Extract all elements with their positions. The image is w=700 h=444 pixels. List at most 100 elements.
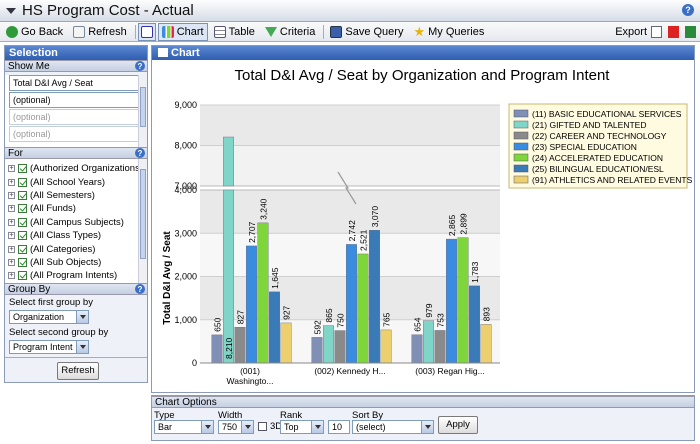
group-by-section: Select first group by Organization Selec… (5, 295, 147, 359)
axis-break-zigzag (337, 171, 357, 205)
checkbox[interactable] (18, 244, 27, 254)
show-me-field-4[interactable]: (optional) (9, 126, 139, 142)
filter-icon (264, 26, 277, 37)
second-group-select[interactable]: Program Intent (9, 340, 89, 354)
bar (334, 330, 346, 364)
selection-refresh-button[interactable]: Refresh (57, 362, 99, 380)
show-me-help-icon[interactable]: ? (135, 61, 145, 71)
export-group: Export (615, 22, 696, 42)
apply-button[interactable]: Apply (438, 416, 478, 434)
table-icon (213, 25, 226, 38)
app-title: HS Program Cost - Actual (22, 2, 194, 19)
width-select[interactable]: 750 (218, 420, 254, 434)
criteria-button[interactable]: Criteria (261, 23, 319, 41)
group-by-help-icon[interactable]: ? (135, 284, 145, 294)
data-label: 650 (213, 317, 223, 331)
for-item[interactable]: + (All Funds) (5, 202, 147, 215)
second-group-value: Program Intent (13, 342, 73, 352)
bar (234, 327, 246, 364)
data-label: 750 (336, 313, 346, 327)
chart-view-button[interactable]: Chart (157, 22, 208, 41)
chevron-down-icon[interactable] (76, 311, 88, 323)
legend-box (508, 103, 688, 189)
width-value: 750 (222, 422, 238, 432)
expand-icon[interactable]: + (8, 245, 15, 253)
chevron-down-icon[interactable] (311, 421, 323, 433)
rank-count-input[interactable]: 10 (328, 420, 350, 434)
data-label: 927 (282, 305, 292, 319)
go-back-button[interactable]: Go Back (2, 23, 67, 41)
x-tick-label: (002) Kennedy H... (314, 366, 385, 376)
for-item[interactable]: + (Authorized Organizations) (5, 162, 147, 175)
chevron-down-icon[interactable] (201, 421, 213, 433)
help-icon[interactable]: ? (682, 4, 694, 16)
y-tick-label: 8,000 (174, 141, 197, 151)
rank-select[interactable]: Top (280, 420, 324, 434)
group-by-header: Group By ? (5, 283, 147, 295)
data-label: 2,865 (447, 215, 457, 237)
3d-label: 3D (270, 421, 283, 432)
for-item[interactable]: + (All Campus Subjects) (5, 216, 147, 229)
checkbox[interactable] (18, 164, 27, 174)
expand-icon[interactable]: + (8, 191, 15, 199)
3d-checkbox[interactable] (258, 422, 267, 431)
axis-break-gap (198, 186, 502, 190)
legend-entry: (23) SPECIAL EDUCATION (532, 142, 637, 152)
checkbox[interactable] (18, 190, 27, 200)
expand-icon[interactable]: + (8, 178, 15, 186)
for-help-icon[interactable]: ? (135, 148, 145, 158)
chevron-down-icon[interactable] (241, 421, 253, 433)
go-back-label: Go Back (21, 25, 64, 38)
excel-icon[interactable] (685, 26, 696, 38)
sort-by-select[interactable]: (select) (352, 420, 434, 434)
first-group-select[interactable]: Organization (9, 310, 89, 324)
show-me-field-2[interactable]: (optional) (9, 92, 139, 108)
expand-icon[interactable]: + (8, 272, 15, 280)
checkbox[interactable] (18, 257, 27, 267)
checkbox[interactable] (18, 217, 27, 227)
legend-entry: (11) BASIC EDUCATIONAL SERVICES (532, 109, 682, 119)
checkbox[interactable] (18, 177, 27, 187)
for-item[interactable]: + (All Semesters) (5, 189, 147, 202)
expand-icon[interactable]: + (8, 205, 15, 213)
expand-icon[interactable]: + (8, 165, 15, 173)
for-item[interactable]: + (All Categories) (5, 242, 147, 255)
for-scroll-thumb[interactable] (140, 169, 146, 259)
for-item[interactable]: + (All School Years) (5, 175, 147, 188)
show-me-field-1[interactable]: Total D&I Avg / Seat (9, 75, 139, 91)
show-me-scroll-thumb[interactable] (140, 87, 146, 127)
bar (280, 322, 292, 364)
data-label: 1,645 (270, 267, 280, 289)
for-item[interactable]: + (All Program Intents) (5, 269, 147, 282)
data-label: 1,783 (470, 261, 480, 283)
chevron-down-icon[interactable] (421, 421, 433, 433)
expand-icon[interactable]: + (8, 232, 15, 240)
expand-icon[interactable]: + (8, 218, 15, 226)
show-me-scrollbar[interactable] (138, 75, 147, 147)
bar (480, 324, 492, 364)
legend-swatch (513, 164, 529, 173)
show-me-field-3[interactable]: (optional) (9, 109, 139, 125)
toolbar-divider (134, 24, 136, 39)
chevron-down-icon[interactable] (76, 341, 88, 353)
save-query-button[interactable]: Save Query (326, 23, 407, 41)
y-tick-label: 9,000 (174, 100, 197, 110)
expand-icon[interactable]: + (8, 258, 15, 266)
collapse-triangle-icon[interactable] (6, 7, 16, 14)
for-scrollbar[interactable] (138, 159, 147, 283)
my-queries-button[interactable]: ★ My Queries (409, 23, 488, 41)
checkbox[interactable] (18, 204, 27, 214)
type-select[interactable]: Bar (154, 420, 214, 434)
for-item[interactable]: + (All Sub Objects) (5, 256, 147, 269)
print-preview-icon[interactable] (651, 26, 662, 38)
panel-toggle-button[interactable] (137, 22, 156, 41)
for-item-label: (All Funds) (30, 203, 76, 215)
refresh-button[interactable]: Refresh (69, 23, 131, 41)
checkbox[interactable] (18, 271, 27, 281)
pdf-icon[interactable] (668, 26, 679, 38)
star-icon: ★ (413, 23, 426, 39)
for-item[interactable]: + (All Class Types) (5, 229, 147, 242)
checkbox[interactable] (18, 231, 27, 241)
table-view-button[interactable]: Table (210, 23, 259, 41)
chart-options-panel: Chart Options Type Bar Width 750 3D Rank… (151, 395, 695, 441)
